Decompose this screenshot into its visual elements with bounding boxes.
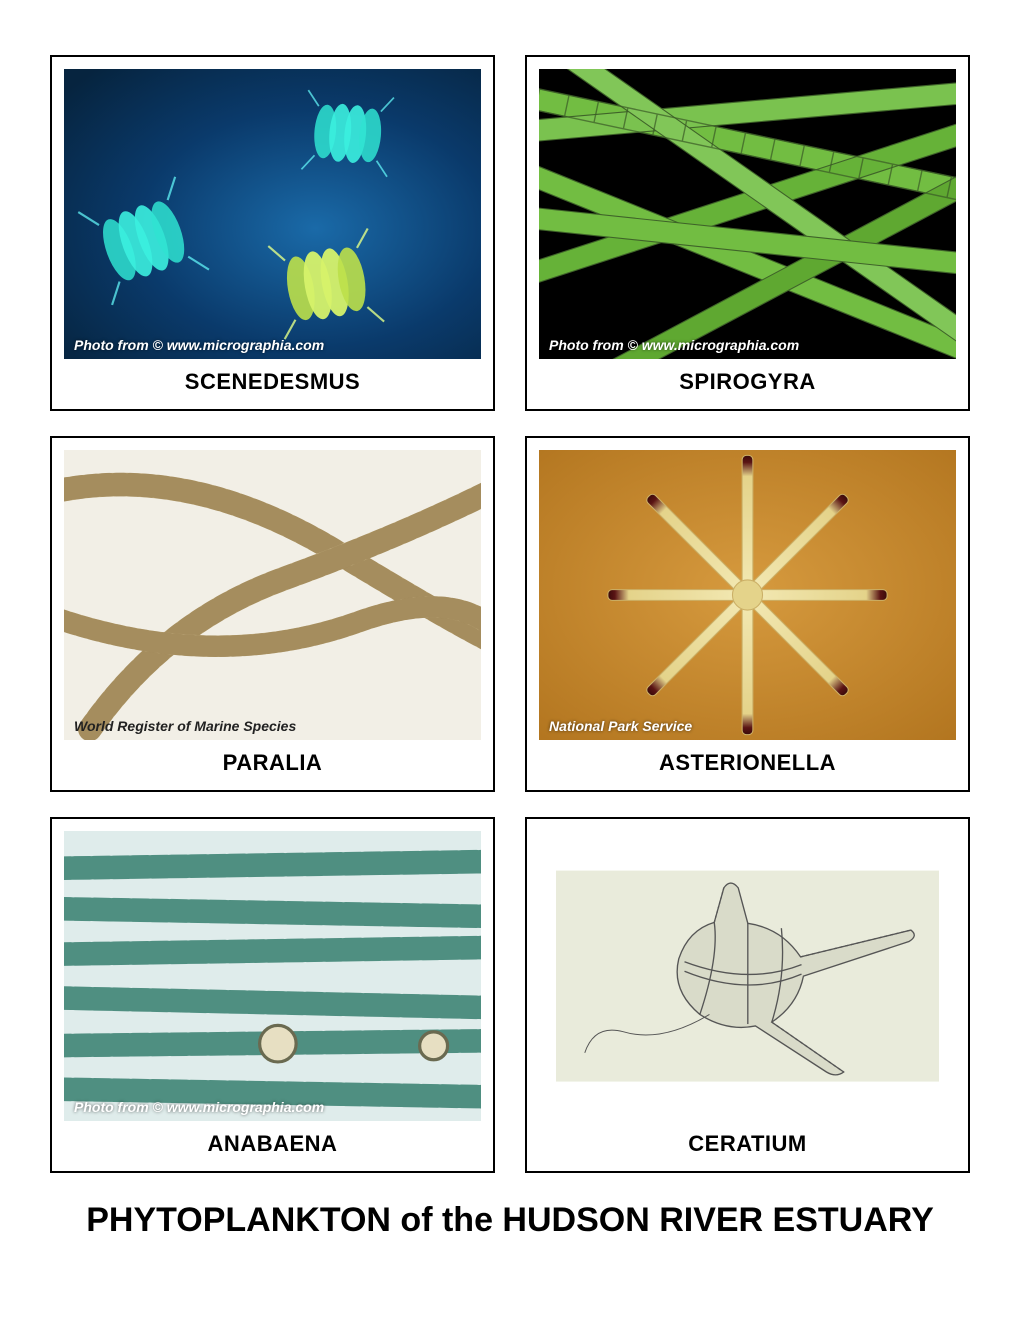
card-grid: Photo from © www.micrographia.com SCENED… [50, 55, 970, 1173]
photo-scenedesmus: Photo from © www.micrographia.com [64, 69, 481, 359]
photo-credit: Photo from © www.micrographia.com [74, 337, 324, 353]
card-label: CERATIUM [539, 1131, 956, 1163]
photo-ceratium [539, 831, 956, 1121]
card-label: PARALIA [64, 750, 481, 782]
page-title: PHYTOPLANKTON of the HUDSON RIVER ESTUAR… [50, 1201, 970, 1240]
card-label: SCENEDESMUS [64, 369, 481, 401]
card-label: ASTERIONELLA [539, 750, 956, 782]
card-spirogyra: Photo from © www.micrographia.com SPIROG… [525, 55, 970, 411]
card-anabaena: Photo from © www.micrographia.com ANABAE… [50, 817, 495, 1173]
card-asterionella: National Park Service ASTERIONELLA [525, 436, 970, 792]
photo-credit: Photo from © www.micrographia.com [549, 337, 799, 353]
card-label: ANABAENA [64, 1131, 481, 1163]
card-paralia: World Register of Marine Species PARALIA [50, 436, 495, 792]
card-scenedesmus: Photo from © www.micrographia.com SCENED… [50, 55, 495, 411]
photo-asterionella: National Park Service [539, 450, 956, 740]
photo-paralia: World Register of Marine Species [64, 450, 481, 740]
photo-credit: Photo from © www.micrographia.com [74, 1099, 324, 1115]
card-ceratium: CERATIUM [525, 817, 970, 1173]
photo-anabaena: Photo from © www.micrographia.com [64, 831, 481, 1121]
photo-spirogyra: Photo from © www.micrographia.com [539, 69, 956, 359]
card-label: SPIROGYRA [539, 369, 956, 401]
photo-credit: World Register of Marine Species [74, 718, 296, 734]
photo-credit: National Park Service [549, 718, 692, 734]
